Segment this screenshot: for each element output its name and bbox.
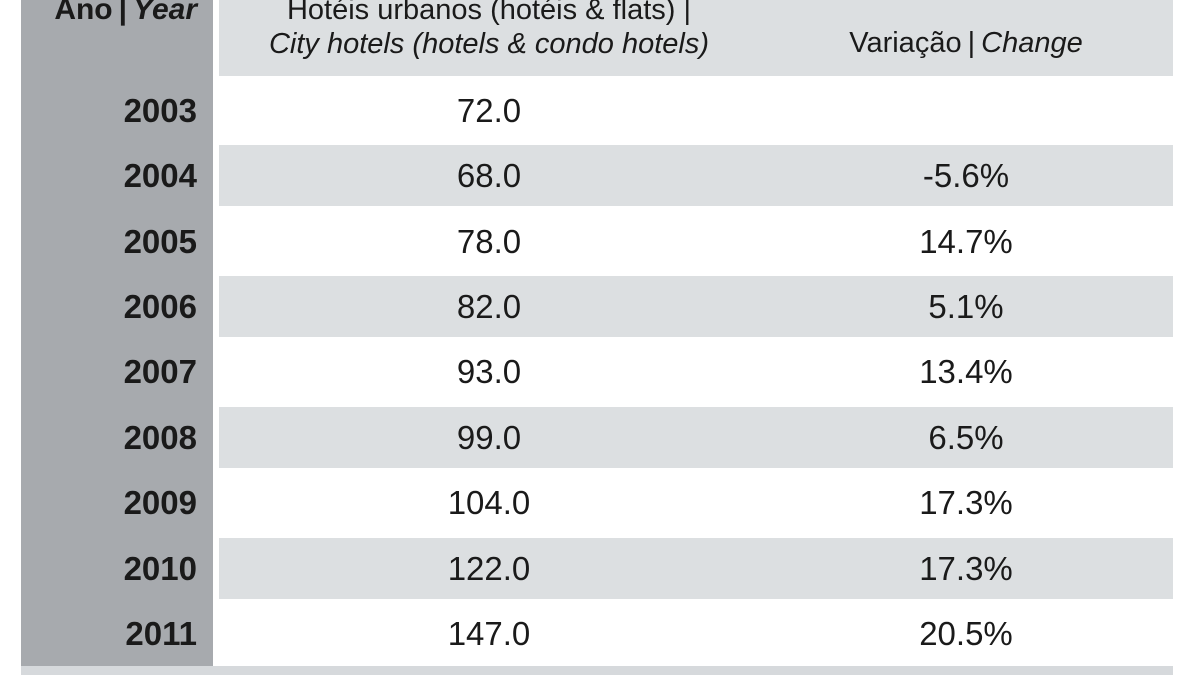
row-band: 147.0 20.5%: [219, 603, 1173, 664]
year-column-header: Ano | Year: [21, 0, 197, 27]
row-band: 122.0 17.3%: [219, 538, 1173, 599]
change-cell: -5.6%: [922, 157, 1010, 194]
hotels-header-line2: City hotels (hotels & condo hotels): [268, 28, 710, 60]
year-header-separator: |: [118, 0, 128, 26]
table-row: 2007 93.0 13.4%: [0, 341, 1200, 402]
value-cell: 93.0: [456, 353, 522, 390]
hotels-column-header: Hotéis urbanos (hotéis & flats) | City h…: [219, 0, 759, 61]
change-cell: 17.3%: [919, 484, 1013, 521]
year-header-en: Year: [133, 0, 197, 26]
year-cell: 2008: [123, 419, 197, 456]
value-cell: 72.0: [456, 92, 522, 129]
clipped-next-row-band: [21, 666, 1173, 675]
row-band: 99.0 6.5%: [219, 407, 1173, 468]
value-cell: 104.0: [447, 484, 531, 521]
year-cell: 2009: [123, 484, 197, 521]
change-header-pt: Variação: [849, 27, 962, 59]
change-column-header: Variação | Change: [759, 26, 1173, 60]
year-cell: 2007: [123, 353, 197, 390]
change-header-en: Change: [981, 27, 1083, 59]
row-band: 82.0 5.1%: [219, 276, 1173, 337]
year-cell: 2010: [123, 550, 197, 587]
change-header-separator: |: [967, 27, 976, 59]
table-row: 2003 72.0: [0, 80, 1200, 141]
table-row: 2010 122.0 17.3%: [0, 538, 1200, 599]
table-row: 2009 104.0 17.3%: [0, 472, 1200, 533]
change-cell: [759, 80, 1173, 141]
table-row: 2008 99.0 6.5%: [0, 407, 1200, 468]
header-background: [219, 0, 1173, 76]
value-cell: 78.0: [456, 223, 522, 260]
value-cell: 68.0: [456, 157, 522, 194]
change-cell: 13.4%: [919, 353, 1013, 390]
row-band: 72.0: [219, 80, 1173, 141]
year-cell: 2005: [123, 223, 197, 260]
row-band: 68.0 -5.6%: [219, 145, 1173, 206]
value-cell: 82.0: [456, 288, 522, 325]
change-cell: 6.5%: [928, 419, 1004, 456]
table-row: 2011 147.0 20.5%: [0, 603, 1200, 664]
hotels-header-line1: Hotéis urbanos (hotéis & flats) |: [286, 0, 692, 26]
row-band: 104.0 17.3%: [219, 472, 1173, 533]
year-cell: 2004: [123, 157, 197, 194]
change-cell: 20.5%: [919, 615, 1013, 652]
table-row: 2005 78.0 14.7%: [0, 211, 1200, 272]
value-cell: 122.0: [447, 550, 531, 587]
change-cell: 17.3%: [919, 550, 1013, 587]
table-row: 2006 82.0 5.1%: [0, 276, 1200, 337]
value-cell: 147.0: [447, 615, 531, 652]
row-band: 93.0 13.4%: [219, 341, 1173, 402]
value-cell: 99.0: [456, 419, 522, 456]
year-header-pt: Ano: [54, 0, 113, 26]
year-column-background: [21, 0, 213, 668]
change-cell: 5.1%: [928, 288, 1004, 325]
year-cell: 2003: [123, 92, 197, 129]
year-cell: 2006: [123, 288, 197, 325]
year-cell: 2011: [125, 615, 197, 652]
change-cell: 14.7%: [919, 223, 1013, 260]
table-row: 2004 68.0 -5.6%: [0, 145, 1200, 206]
row-band: 78.0 14.7%: [219, 211, 1173, 272]
